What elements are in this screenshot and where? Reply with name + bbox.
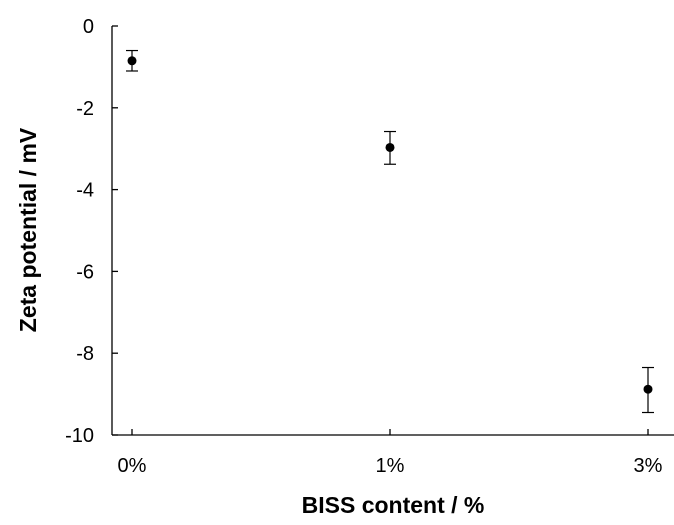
y-ticks: 0 -2 -4 -6 -8 -10: [65, 16, 118, 447]
y-tick-label: -10: [65, 425, 94, 447]
data-point: [385, 142, 395, 152]
x-ticks: 0% 1% 3%: [118, 429, 663, 477]
y-tick-label: 0: [83, 16, 94, 38]
y-tick-label: -2: [76, 98, 94, 120]
y-tick-label: -8: [76, 343, 94, 365]
y-axis-title: Zeta potential / mV: [15, 127, 41, 332]
data-point: [643, 384, 653, 394]
x-tick-label: 3%: [634, 455, 663, 477]
x-tick-label: 1%: [376, 455, 405, 477]
axes: [111, 26, 674, 436]
y-tick-label: -6: [76, 261, 94, 283]
x-tick-label: 0%: [118, 455, 147, 477]
data-points: [126, 49, 654, 414]
data-point: [127, 56, 137, 66]
y-tick-label: -4: [76, 180, 94, 202]
x-axis-title: BISS content / %: [302, 492, 485, 518]
